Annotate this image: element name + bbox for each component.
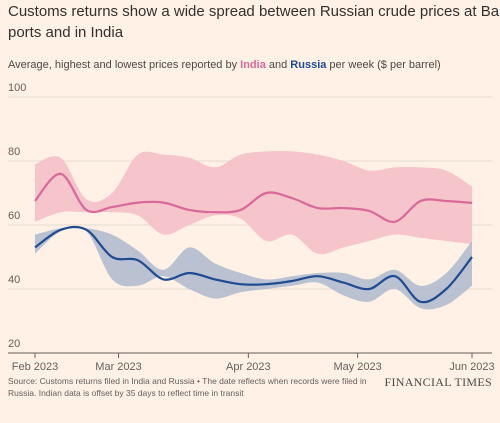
x-tick-label: May 2023 xyxy=(333,361,381,373)
legend-entry: India xyxy=(240,59,267,71)
x-tick-label: Jun 2023 xyxy=(449,361,494,373)
subtitle: Average, highest and lowest prices repor… xyxy=(8,59,441,71)
plot-area: 20 40 60 80 100 Feb 2023 Mar 2023 Apr 2023 May 2… xyxy=(8,82,495,373)
source: Source: Customs returns filed in India a… xyxy=(8,376,367,386)
y-tick-label: 60 xyxy=(8,210,20,222)
chart-title: Customs returns show a wide spread betwe… xyxy=(8,3,500,20)
y-tick-label: 80 xyxy=(8,146,20,158)
series-line xyxy=(34,172,473,224)
subtitle-text: and xyxy=(266,59,290,71)
x-tick-label: Feb 2023 xyxy=(12,361,58,373)
series-line xyxy=(34,225,473,304)
brand-logo: FINANCIAL TIMES xyxy=(384,375,492,389)
y-tick-label: 40 xyxy=(8,274,20,286)
x-tick-label: Mar 2023 xyxy=(95,361,141,373)
subtitle-text: per week ($ per barrel) xyxy=(326,59,440,71)
y-tick-label: 20 xyxy=(8,338,20,350)
y-tick-label: 100 xyxy=(8,82,26,94)
legend-entry: Russia xyxy=(290,59,327,71)
x-tick-label: Apr 2023 xyxy=(226,361,271,373)
chart-title: ports and in India xyxy=(8,24,124,41)
subtitle-text: Average, highest and lowest prices repor… xyxy=(8,59,240,71)
range-band xyxy=(35,151,472,255)
source: Russia. Indian data is offset by 35 days… xyxy=(8,388,244,398)
